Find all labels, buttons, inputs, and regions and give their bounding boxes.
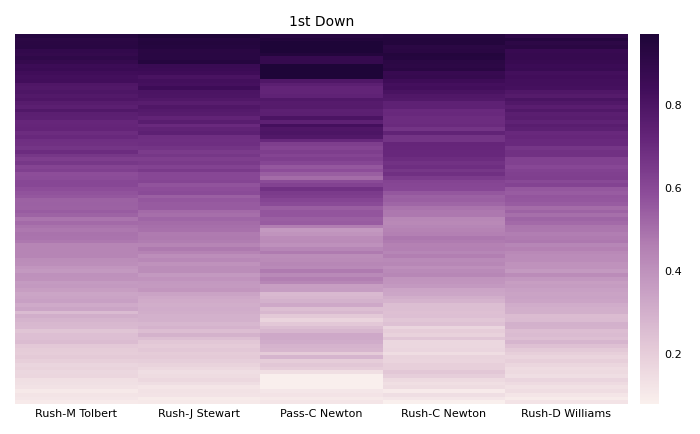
Title: 1st Down: 1st Down bbox=[288, 15, 354, 29]
